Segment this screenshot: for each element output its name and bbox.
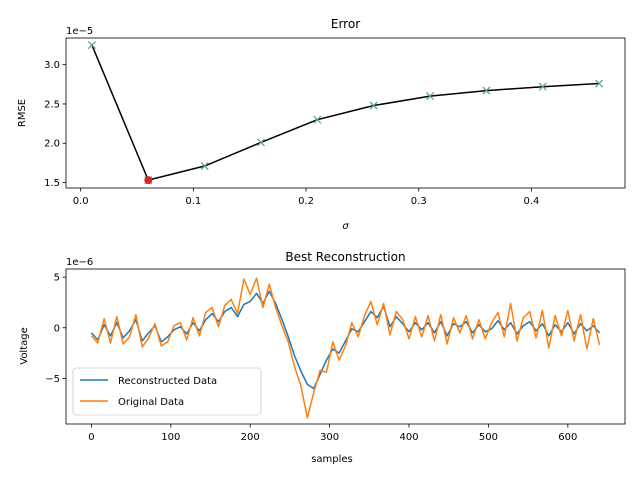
error-y-ticks: 1.5 2.0 2.5 3.0 [44, 60, 66, 189]
reconstruction-y-tick-label: −5 [45, 374, 60, 385]
error-x-tick-label: 0.1 [185, 196, 201, 207]
error-y-tick-label: 3.0 [44, 60, 60, 71]
reconstruction-x-tick-label: 400 [399, 432, 418, 443]
legend-label-original: Original Data [118, 397, 184, 408]
reconstruction-y-ticks: −5 0 5 [45, 273, 66, 385]
reconstruction-x-tick-label: 100 [161, 432, 180, 443]
error-x-label: σ [342, 221, 349, 232]
reconstruction-x-ticks: 0 100 200 300 400 500 600 [88, 424, 577, 443]
rmse-point-marker [369, 101, 378, 110]
reconstruction-x-tick-label: 300 [320, 432, 339, 443]
best-sigma-point [144, 176, 153, 185]
error-y-tick-label: 1.5 [44, 178, 60, 189]
error-axes-frame [65, 37, 626, 189]
rmse-point-marker [538, 82, 547, 91]
error-x-tick-label: 0.4 [524, 196, 540, 207]
legend-label-reconstructed: Reconstructed Data [118, 376, 217, 387]
reconstruction-x-tick-label: 600 [558, 432, 577, 443]
reconstruction-y-tick-label: 0 [54, 323, 60, 334]
legend-box [72, 367, 262, 416]
reconstruction-axes-frame [65, 268, 626, 425]
reconstruction-x-tick-label: 0 [88, 432, 94, 443]
rmse-point-marker [200, 161, 209, 171]
error-x-tick-label: 0.3 [411, 196, 427, 207]
rmse-point-marker [482, 86, 491, 95]
reconstruction-title: Best Reconstruction [285, 250, 405, 264]
original-data-line [90, 277, 601, 419]
rmse-point-marker [313, 115, 322, 124]
rmse-line [91, 44, 600, 182]
rmse-point-marker [87, 41, 96, 50]
rmse-point-marker [256, 138, 266, 147]
reconstruction-offset-text: 1e−6 [66, 257, 93, 268]
error-x-tick-label: 0.2 [298, 196, 314, 207]
reconstruction-x-label: samples [311, 454, 353, 465]
reconstruction-x-tick-label: 500 [479, 432, 498, 443]
reconstruction-x-tick-label: 200 [241, 432, 260, 443]
reconstruction-subplot: Best Reconstruction 1e−6 0 100 200 300 400 50… [19, 250, 626, 465]
legend: Reconstructed Data Original Data [72, 367, 262, 416]
error-y-tick-label: 2.0 [44, 139, 60, 150]
error-y-tick-label: 2.5 [44, 99, 60, 110]
error-title: Error [331, 17, 360, 31]
reconstruction-y-label: Voltage [19, 327, 30, 365]
error-marks [87, 41, 604, 185]
error-y-label: RMSE [17, 99, 28, 127]
error-x-tick-label: 0.0 [73, 196, 89, 207]
reconstruction-y-tick-label: 5 [54, 273, 60, 284]
rmse-point-marker [425, 92, 435, 101]
rmse-point-marker [595, 79, 604, 88]
error-offset-text: 1e−5 [66, 26, 93, 37]
error-subplot: Error 1e−5 0.0 0.1 0.2 0.3 0.4 1.52.02.53.0 … [17, 17, 626, 232]
reconstruction-marks [90, 277, 601, 419]
error-x-ticks: 0.0 0.1 0.2 0.3 0.4 [73, 188, 540, 207]
